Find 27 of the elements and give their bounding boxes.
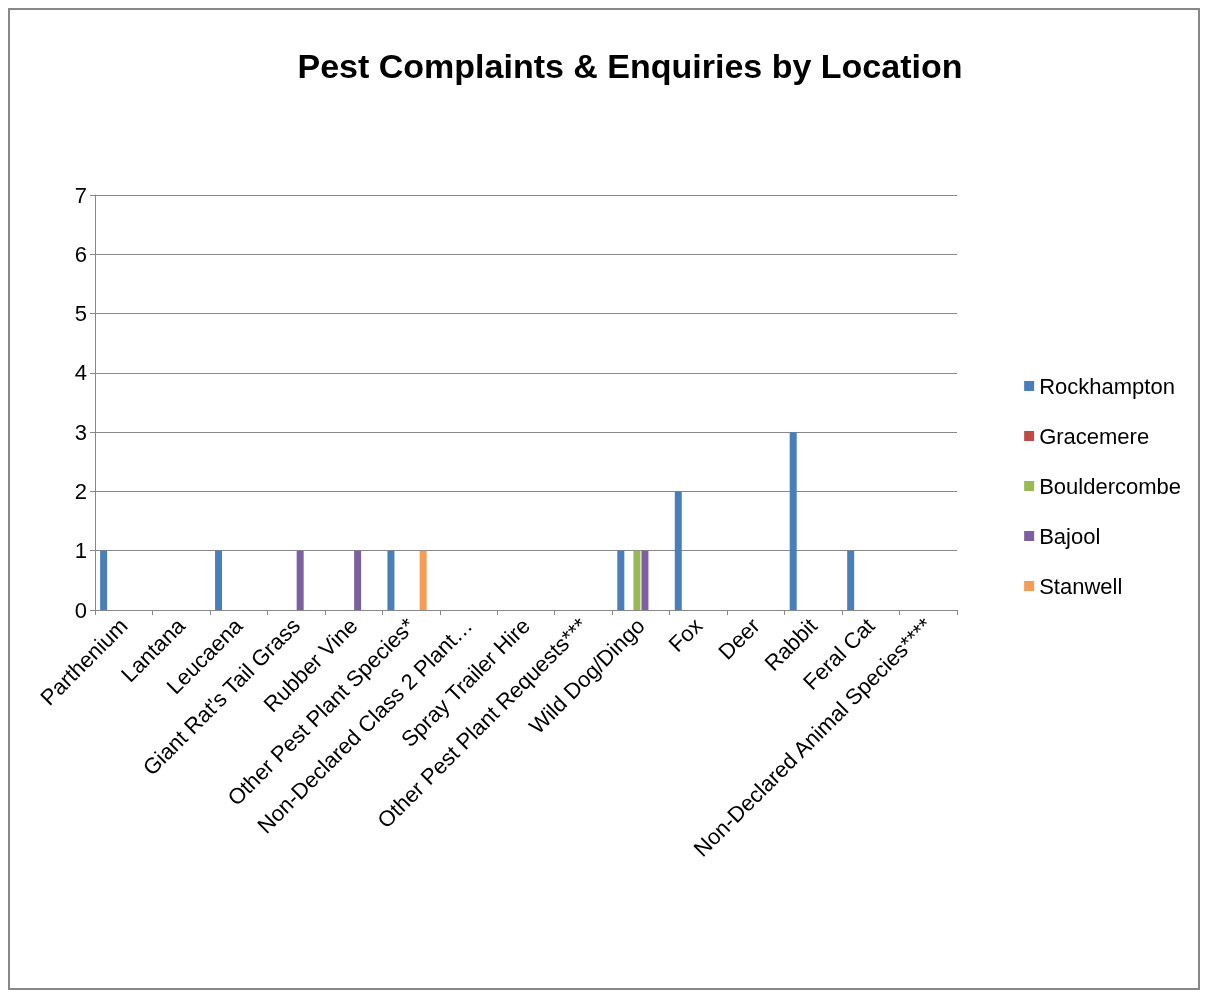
- legend-label: Bajool: [1039, 523, 1101, 549]
- bar: [633, 550, 641, 610]
- legend-label: Stanwell: [1039, 573, 1123, 599]
- bar: [296, 550, 304, 610]
- y-tick-label: 3: [74, 419, 87, 445]
- y-tick-label: 4: [74, 360, 87, 386]
- legend-label: Rockhampton: [1039, 373, 1175, 399]
- bar: [419, 550, 427, 610]
- chart-title: Pest Complaints & Enquiries by Location: [297, 47, 963, 85]
- bar: [215, 550, 223, 610]
- legend-label: Gracemere: [1039, 423, 1150, 449]
- y-tick-label: 5: [74, 301, 87, 327]
- bar: [674, 491, 682, 610]
- legend-label: Bouldercombe: [1039, 473, 1182, 499]
- y-tick-label: 6: [74, 241, 87, 267]
- bar: [387, 550, 395, 610]
- y-tick-label: 1: [74, 538, 87, 564]
- bar: [617, 550, 625, 610]
- bar: [100, 550, 108, 610]
- bar: [789, 432, 797, 610]
- bar: [847, 550, 855, 610]
- y-tick-label: 0: [74, 597, 87, 623]
- y-tick-label: 7: [74, 182, 87, 208]
- x-tick-label: Fox: [663, 613, 708, 657]
- y-tick-label: 2: [74, 478, 87, 504]
- bar: [641, 550, 649, 610]
- bar: [354, 550, 362, 610]
